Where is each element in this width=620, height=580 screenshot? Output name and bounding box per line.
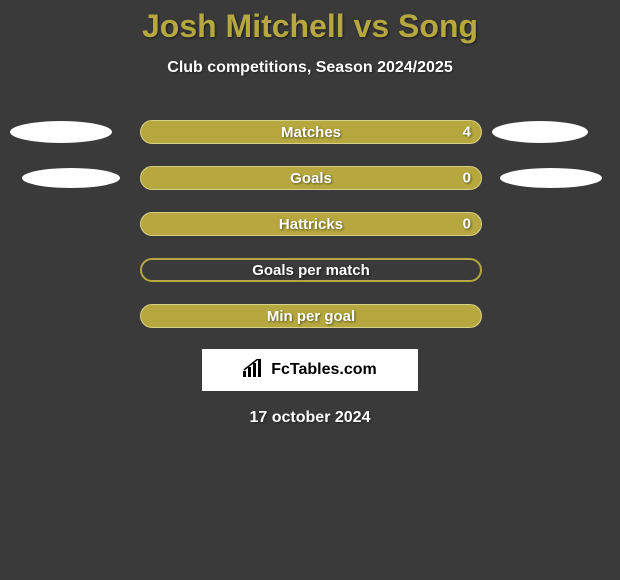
stat-value: 0: [463, 216, 471, 233]
stat-row: Min per goal: [0, 303, 620, 329]
stat-bar: Goals 0: [140, 166, 482, 190]
stat-row: Hattricks 0: [0, 211, 620, 237]
comparison-infographic: Josh Mitchell vs Song Club competitions,…: [0, 0, 620, 580]
stat-bar: Min per goal: [140, 304, 482, 328]
stat-row: Matches 4: [0, 119, 620, 145]
date-text: 17 october 2024: [0, 409, 620, 427]
stat-bar: Hattricks 0: [140, 212, 482, 236]
stat-row: Goals per match: [0, 257, 620, 283]
right-ellipse: [492, 121, 588, 143]
left-ellipse: [10, 121, 112, 143]
stat-rows: Matches 4 Goals 0 Hattricks 0 Goals per match M…: [0, 119, 620, 329]
stat-bar: Matches 4: [140, 120, 482, 144]
stat-row: Goals 0: [0, 165, 620, 191]
stat-label: Matches: [281, 124, 341, 141]
stat-label: Goals per match: [252, 262, 370, 279]
branding-box: FcTables.com: [202, 349, 418, 391]
right-ellipse: [500, 168, 602, 188]
stat-label: Min per goal: [267, 308, 355, 325]
stat-label: Hattricks: [279, 216, 343, 233]
stat-value: 4: [463, 124, 471, 141]
chart-icon: [243, 359, 265, 382]
brand-text: FcTables.com: [271, 361, 377, 379]
stat-bar: Goals per match: [140, 258, 482, 282]
page-subtitle: Club competitions, Season 2024/2025: [0, 59, 620, 77]
left-ellipse: [22, 168, 120, 188]
stat-value: 0: [463, 170, 471, 187]
stat-label: Goals: [290, 170, 332, 187]
page-title: Josh Mitchell vs Song: [0, 0, 620, 45]
